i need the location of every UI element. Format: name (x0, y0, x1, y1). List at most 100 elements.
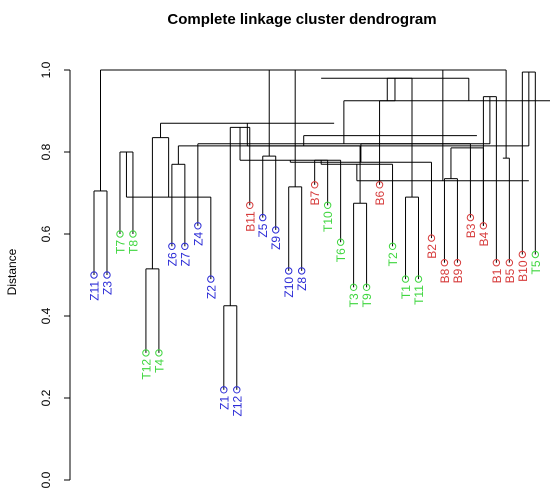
merge-0 (93, 190, 108, 275)
leaf-B4: B4 (477, 222, 491, 246)
leaf-T12: T12 (139, 349, 153, 380)
y-tick-label: 0.2 (39, 389, 53, 406)
leaf-label: Z1 (217, 395, 231, 409)
merge-27 (502, 157, 510, 263)
leaf-label: B5 (503, 268, 517, 283)
leaf-label: B11 (243, 211, 257, 232)
leaf-T2: T2 (386, 242, 400, 266)
merge-23 (443, 178, 458, 263)
leaf-marker (362, 283, 371, 291)
merge-33 (184, 69, 507, 159)
leaf-marker (453, 259, 462, 267)
leaf-label: B7 (308, 190, 322, 205)
y-tick-label: 0.8 (39, 143, 53, 160)
leaf-Z1: Z1 (217, 386, 231, 410)
merge-21 (405, 196, 419, 280)
leaf-T8: T8 (126, 230, 140, 254)
merge-14 (343, 100, 550, 144)
leaf-marker (505, 259, 514, 267)
merge-4 (171, 163, 186, 247)
leaf-marker (155, 349, 163, 357)
leaf-T3: T3 (347, 283, 361, 307)
leaf-marker (233, 386, 241, 394)
leaf-marker (246, 201, 254, 210)
leaf-label: T9 (360, 293, 374, 307)
leaf-marker (492, 259, 501, 267)
leaf-T9: T9 (360, 283, 374, 307)
leaf-label: T7 (113, 240, 127, 254)
leaf-label: Z3 (100, 281, 114, 295)
merge-32 (386, 77, 413, 198)
leaf-marker (272, 226, 280, 234)
leaf-label: T2 (386, 252, 400, 266)
leaf-label: B10 (516, 260, 530, 282)
leaf-marker (388, 242, 397, 251)
leaf-marker (297, 267, 306, 275)
leaf-Z8: Z8 (295, 267, 309, 291)
leaf-T1: T1 (399, 275, 413, 299)
leaf-marker (336, 238, 345, 246)
merge-34 (294, 69, 444, 187)
leaf-marker (479, 222, 488, 230)
y-axis: 0.0 0.2 0.4 0.6 0.8 1.0 (39, 61, 71, 488)
merge-13 (151, 137, 170, 269)
leaf-label: T3 (347, 293, 361, 307)
leaf-marker (194, 222, 202, 230)
leaf-marker (518, 250, 527, 259)
leaf-marker (129, 230, 137, 238)
leaf-B8: B8 (438, 259, 452, 283)
merge-3 (145, 268, 160, 353)
leaf-label: Z9 (269, 236, 283, 250)
leaf-B9: B9 (451, 259, 465, 283)
merge-9 (262, 155, 277, 230)
leaf-marker (220, 386, 228, 394)
leaf-Z11: Z11 (88, 271, 102, 301)
leaf-marker (375, 181, 384, 189)
leaf-marker (207, 275, 215, 283)
merge-11 (177, 72, 530, 165)
leaf-label: Z11 (88, 281, 102, 301)
leaf-label: T4 (152, 359, 166, 373)
leaf-marker (401, 275, 410, 283)
leaf-B3: B3 (464, 213, 478, 238)
leaf-B10: B10 (516, 250, 530, 282)
y-tick-label: 0.6 (39, 225, 53, 242)
leaf-marker (285, 267, 293, 275)
leaf-marker (90, 271, 98, 279)
leaf-Z9: Z9 (269, 226, 283, 250)
leaf-T11: T11 (412, 275, 426, 305)
leaf-marker (168, 242, 176, 251)
leaf-Z3: Z3 (100, 271, 114, 295)
y-axis-label: Distance (5, 248, 19, 295)
leaf-marker (181, 242, 189, 251)
y-tick-label: 1.0 (39, 61, 53, 78)
leaf-Z2: Z2 (204, 275, 218, 299)
leaf-label: Z10 (282, 277, 296, 298)
leaf-marker (103, 271, 111, 279)
leaf-B7: B7 (308, 181, 322, 205)
leaf-label: Z7 (178, 252, 192, 266)
merge-17 (353, 202, 368, 288)
dendrogram-branches (93, 69, 550, 390)
leaf-label: T8 (126, 240, 140, 254)
leaf-label: T5 (529, 260, 543, 274)
leaf-marker (427, 234, 436, 242)
leaf-Z4: Z4 (191, 222, 205, 246)
merge-31 (303, 135, 477, 146)
leaf-label: T11 (412, 285, 426, 305)
y-tick-label: 0.4 (39, 307, 53, 324)
leaf-marker (142, 349, 150, 357)
y-tick-label: 0.0 (39, 471, 53, 488)
leaf-label: T10 (321, 211, 335, 232)
merge-10 (288, 186, 303, 271)
leaf-marker (116, 230, 124, 238)
leaf-marker (440, 259, 449, 267)
leaf-T5: T5 (529, 250, 543, 275)
leaf-B11: B11 (243, 201, 257, 232)
merge-29 (450, 147, 484, 226)
leaf-label: T12 (139, 359, 153, 380)
leaf-Z12: Z12 (230, 386, 244, 416)
leaf-marker (531, 250, 540, 259)
